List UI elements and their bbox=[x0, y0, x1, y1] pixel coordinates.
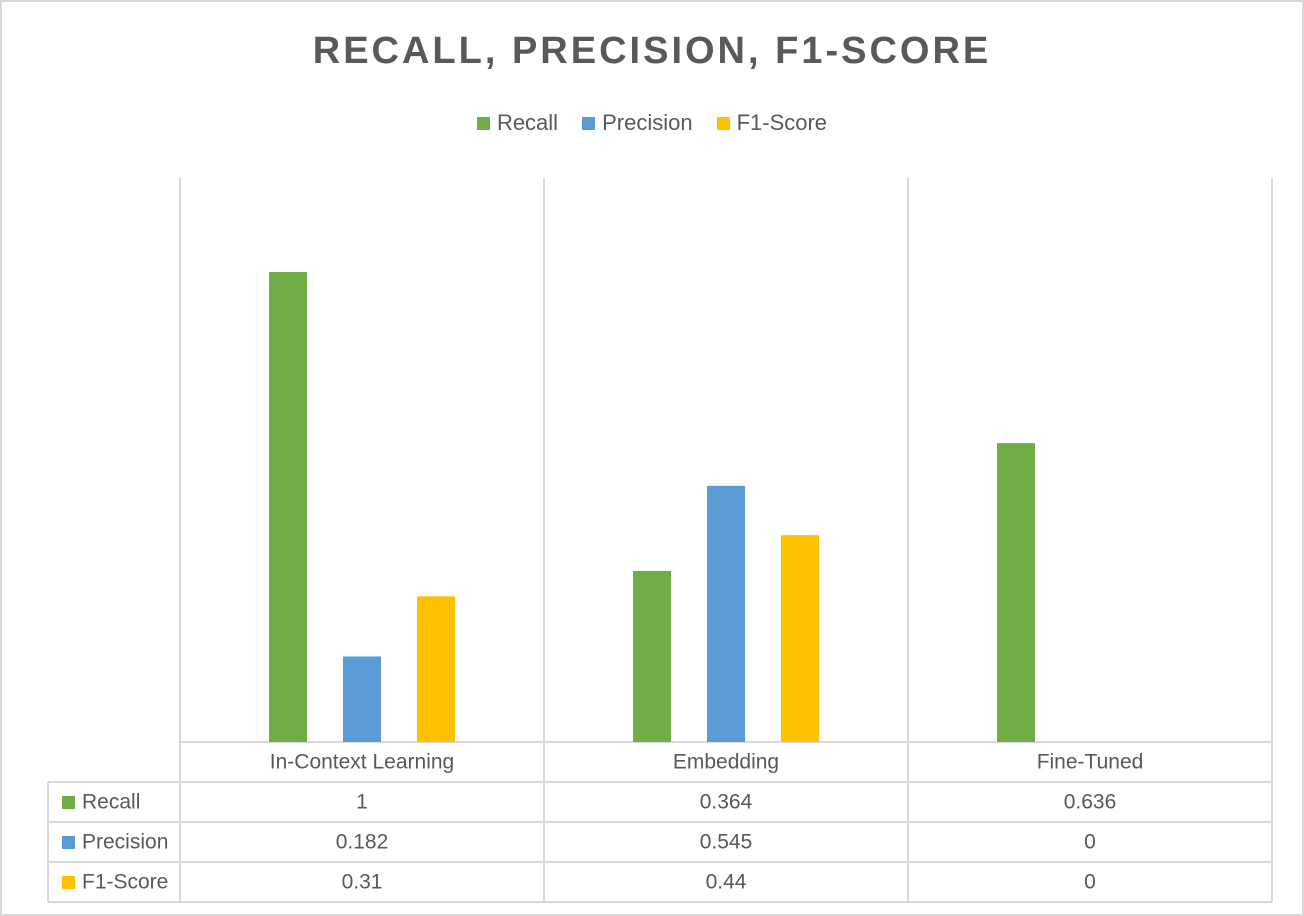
legend-item-recall: Recall bbox=[476, 110, 559, 136]
legend-label-recall: Recall bbox=[496, 110, 559, 135]
table-row-label-recall: Recall bbox=[82, 791, 140, 814]
bar-precision-embedding bbox=[707, 485, 745, 742]
category-label-in-context-learning: In-Context Learning bbox=[270, 751, 454, 774]
bar-f1-score-in-context-learning bbox=[417, 596, 455, 742]
table-legend-key-precision bbox=[62, 836, 75, 849]
table-legend-key-recall bbox=[62, 796, 75, 809]
table-row-label-precision: Precision bbox=[82, 831, 168, 854]
legend-swatch-recall bbox=[476, 116, 490, 130]
table-value-f1-score-fine-tuned: 0 bbox=[1084, 871, 1096, 894]
legend-item-precision: Precision bbox=[582, 110, 693, 136]
bar-recall-embedding bbox=[633, 570, 671, 742]
table-row-label-f1-score: F1-Score bbox=[82, 871, 168, 894]
legend-label-precision: Precision bbox=[602, 110, 693, 135]
legend-label-f1-score: F1-Score bbox=[736, 110, 828, 135]
table-legend-key-f1-score bbox=[62, 876, 75, 889]
table-value-recall-fine-tuned: 0.636 bbox=[1064, 791, 1117, 814]
category-label-embedding: Embedding bbox=[673, 751, 779, 774]
chart-legend: Recall Precision F1-Score bbox=[2, 110, 1302, 136]
bar-precision-in-context-learning bbox=[343, 656, 381, 742]
table-value-f1-score-in-context-learning: 0.31 bbox=[342, 871, 383, 894]
legend-swatch-precision bbox=[582, 116, 596, 130]
table-value-recall-in-context-learning: 1 bbox=[356, 791, 368, 814]
chart-title: RECALL, PRECISION, F1-SCORE bbox=[312, 30, 992, 72]
bar-f1-score-embedding bbox=[781, 535, 819, 742]
table-value-f1-score-embedding: 0.44 bbox=[706, 871, 747, 894]
table-value-precision-embedding: 0.545 bbox=[700, 831, 753, 854]
bar-recall-in-context-learning bbox=[269, 272, 307, 742]
table-value-recall-embedding: 0.364 bbox=[700, 791, 753, 814]
legend-item-f1-score: F1-Score bbox=[716, 110, 828, 136]
table-value-precision-fine-tuned: 0 bbox=[1084, 831, 1096, 854]
table-value-precision-in-context-learning: 0.182 bbox=[336, 831, 389, 854]
category-label-fine-tuned: Fine-Tuned bbox=[1037, 751, 1144, 774]
legend-swatch-f1-score bbox=[716, 116, 730, 130]
bar-recall-fine-tuned bbox=[997, 443, 1035, 742]
